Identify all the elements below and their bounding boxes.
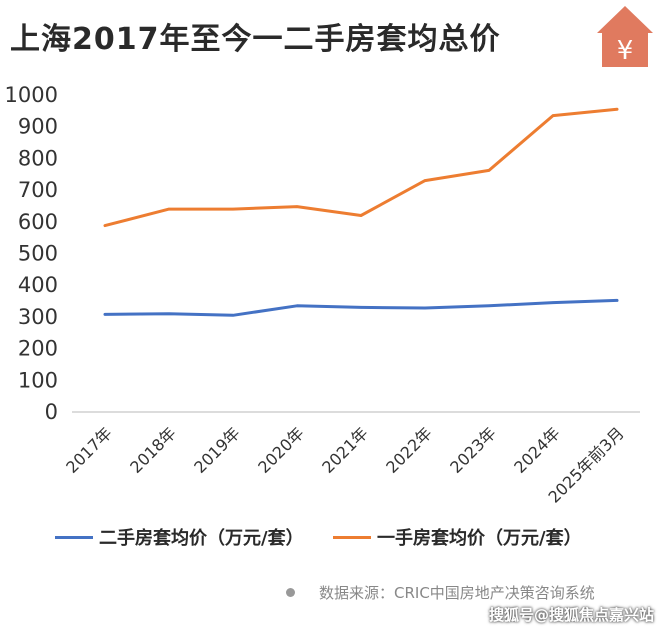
y-tick-label-7: 700 [18,178,58,202]
y-tick-label-5: 500 [18,242,58,266]
data-point-0-4 [359,306,363,309]
y-tick-label-9: 900 [18,115,58,139]
watermark: 搜狐号@搜狐焦点嘉兴站 [488,606,654,624]
x-tick-label-6: 2023年 [446,423,500,477]
y-tick-label-10: 1000 [5,83,58,107]
y-axis: 0 100 200 300 400 500 600 700 800 900 1000 [5,83,58,424]
data-point-1-7 [551,114,555,117]
data-point-0-1 [167,312,171,315]
y-tick-label-1: 100 [18,368,58,392]
x-tick-label-0: 2017年 [62,423,116,477]
x-tick-label-7: 2024年 [510,423,564,477]
x-tick-label-4: 2021年 [318,423,372,477]
chart-title: 上海2017年至今一二手房套均总价 [10,22,501,57]
data-point-0-0 [103,313,107,316]
legend-swatch-0 [55,535,93,539]
y-tick-label-8: 800 [18,146,58,170]
y-tick-label-0: 0 [45,400,58,424]
logo-body [602,29,648,67]
legend-item-1: 一手房套均价（万元/套） [333,524,582,550]
x-tick-label-3: 2020年 [254,423,308,477]
source-bullet [286,588,295,597]
legend-label-1: 一手房套均价（万元/套） [377,528,582,549]
data-point-0-5 [423,306,427,310]
data-source: 数据来源：CRIC中国房地产决策咨询系统 [286,582,656,603]
logo-symbol: ¥ [617,36,634,66]
x-tick-label-1: 2018年 [126,423,180,477]
data-point-1-5 [423,179,427,182]
legend-swatch-1 [333,535,371,539]
series-lines [103,107,619,317]
chart-legend: 二手房套均价（万元/套） 一手房套均价（万元/套） [55,524,655,550]
legend-item-0: 二手房套均价（万元/套） [55,524,304,550]
source-text: 数据来源：CRIC中国房地产决策咨询系统 [319,584,595,602]
data-point-1-2 [231,207,235,211]
data-point-0-3 [295,304,299,307]
x-axis: 2017年 2018年 2019年 2020年 2021年 2022年 2023年 2024年… [62,411,640,507]
series-line-1 [103,107,619,228]
data-point-0-2 [231,314,235,317]
data-point-0-6 [487,304,491,307]
data-point-1-1 [167,207,171,211]
y-tick-label-2: 200 [18,337,58,361]
data-point-0-7 [551,301,555,304]
y-tick-label-6: 600 [18,210,58,234]
data-point-1-3 [295,205,299,208]
data-point-0-8 [615,299,619,302]
data-point-1-0 [103,224,107,227]
data-point-1-4 [359,214,363,217]
x-tick-label-5: 2022年 [382,423,436,477]
logo-roof [597,6,653,33]
legend-label-0: 二手房套均价（万元/套） [99,528,304,549]
x-tick-label-2: 2019年 [190,423,244,477]
house-yen-icon: ¥ [597,6,653,67]
data-point-1-8 [615,108,619,111]
y-tick-label-3: 300 [18,305,58,329]
data-point-1-6 [487,169,491,172]
y-tick-label-4: 400 [18,273,58,297]
